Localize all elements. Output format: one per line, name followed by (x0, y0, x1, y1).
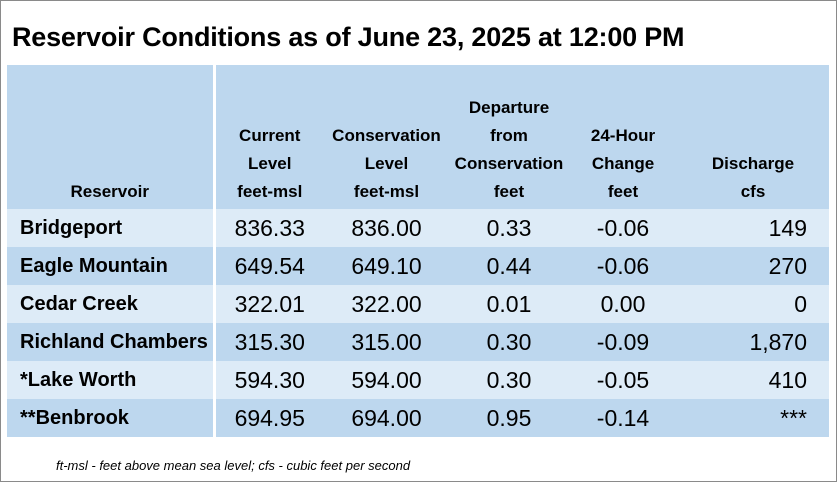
table-row: **Benbrook 694.95 694.00 0.95 -0.14 *** (7, 399, 829, 437)
departure-cell: 0.44 (449, 247, 569, 285)
column-header-line: Conservation (332, 126, 441, 145)
discharge-cell: 149 (677, 209, 829, 247)
table-row: *Lake Worth 594.30 594.00 0.30 -0.05 410 (7, 361, 829, 399)
discharge-cell: *** (677, 399, 829, 437)
reservoir-name: Bridgeport (7, 209, 216, 247)
column-header-line: Current (239, 126, 301, 145)
reservoir-name: **Benbrook (7, 399, 216, 437)
column-header-reservoir: Reservoir (7, 65, 216, 209)
column-header-line: Change (591, 154, 655, 173)
column-header-departure: Departure from Conservation feet (449, 65, 569, 209)
current-level-cell: 315.30 (214, 323, 324, 361)
column-header-line: feet-msl (353, 182, 420, 201)
column-header-current-level: Current Level feet-msl (214, 65, 324, 209)
current-level-cell: 322.01 (214, 285, 324, 323)
table-body: Bridgeport 836.33 836.00 0.33 -0.06 149 Eagle … (7, 209, 829, 437)
change-24-hour-cell: 0.00 (569, 285, 677, 323)
departure-cell: 0.01 (449, 285, 569, 323)
page-title: Reservoir Conditions as of June 23, 2025… (12, 22, 685, 52)
column-header-line: Level (364, 154, 409, 173)
change-24-hour-cell: -0.14 (569, 399, 677, 437)
reservoir-name: Cedar Creek (7, 285, 216, 323)
reservoir-name: Richland Chambers (7, 323, 216, 361)
column-header-line: 24-Hour (590, 126, 656, 145)
change-24-hour-cell: -0.06 (569, 209, 677, 247)
column-header-line: feet-msl (237, 182, 303, 201)
discharge-cell: 410 (677, 361, 829, 399)
table-row: Richland Chambers 315.30 315.00 0.30 -0.09 1,… (7, 323, 829, 361)
conservation-level-cell: 836.00 (324, 209, 449, 247)
column-header-conservation-level: Conservation Level feet-msl (324, 65, 449, 209)
column-header-line: feet (607, 182, 639, 201)
table-row: Cedar Creek 322.01 322.00 0.01 0.00 0 (7, 285, 829, 323)
departure-cell: 0.30 (449, 361, 569, 399)
reservoir-name: *Lake Worth (7, 361, 216, 399)
table-header: Reservoir Current Level feet-msl Conservatio… (7, 65, 829, 209)
table-row: Eagle Mountain 649.54 649.10 0.44 -0.06 270 (7, 247, 829, 285)
reservoir-table: Reservoir Current Level feet-msl Conservatio… (7, 65, 829, 437)
conservation-level-cell: 649.10 (324, 247, 449, 285)
table-row: Bridgeport 836.33 836.00 0.33 -0.06 149 (7, 209, 829, 247)
discharge-cell: 1,870 (677, 323, 829, 361)
column-header-line: Conservation (454, 154, 564, 173)
departure-cell: 0.33 (449, 209, 569, 247)
change-24-hour-cell: -0.05 (569, 361, 677, 399)
column-header-line: Departure (468, 98, 550, 117)
departure-cell: 0.95 (449, 399, 569, 437)
column-header-line: cfs (740, 182, 766, 201)
reservoir-name: Eagle Mountain (7, 247, 216, 285)
discharge-cell: 0 (677, 285, 829, 323)
conservation-level-cell: 694.00 (324, 399, 449, 437)
footnote: ft-msl - feet above mean sea level; cfs … (56, 458, 411, 473)
column-header-line: Reservoir (70, 182, 149, 201)
column-header-line: Discharge (711, 154, 795, 173)
column-header-discharge: Discharge cfs (677, 65, 829, 209)
current-level-cell: 649.54 (214, 247, 324, 285)
conservation-level-cell: 315.00 (324, 323, 449, 361)
current-level-cell: 694.95 (214, 399, 324, 437)
column-header-change-24-hour: 24-Hour Change feet (569, 65, 677, 209)
conservation-level-cell: 594.00 (324, 361, 449, 399)
departure-cell: 0.30 (449, 323, 569, 361)
conservation-level-cell: 322.00 (324, 285, 449, 323)
change-24-hour-cell: -0.09 (569, 323, 677, 361)
change-24-hour-cell: -0.06 (569, 247, 677, 285)
header-row: Reservoir Current Level feet-msl Conservatio… (7, 65, 829, 209)
column-header-line: Level (248, 154, 292, 173)
current-level-cell: 594.30 (214, 361, 324, 399)
column-header-line: feet (493, 182, 525, 201)
current-level-cell: 836.33 (214, 209, 324, 247)
column-header-line: from (490, 126, 528, 145)
discharge-cell: 270 (677, 247, 829, 285)
